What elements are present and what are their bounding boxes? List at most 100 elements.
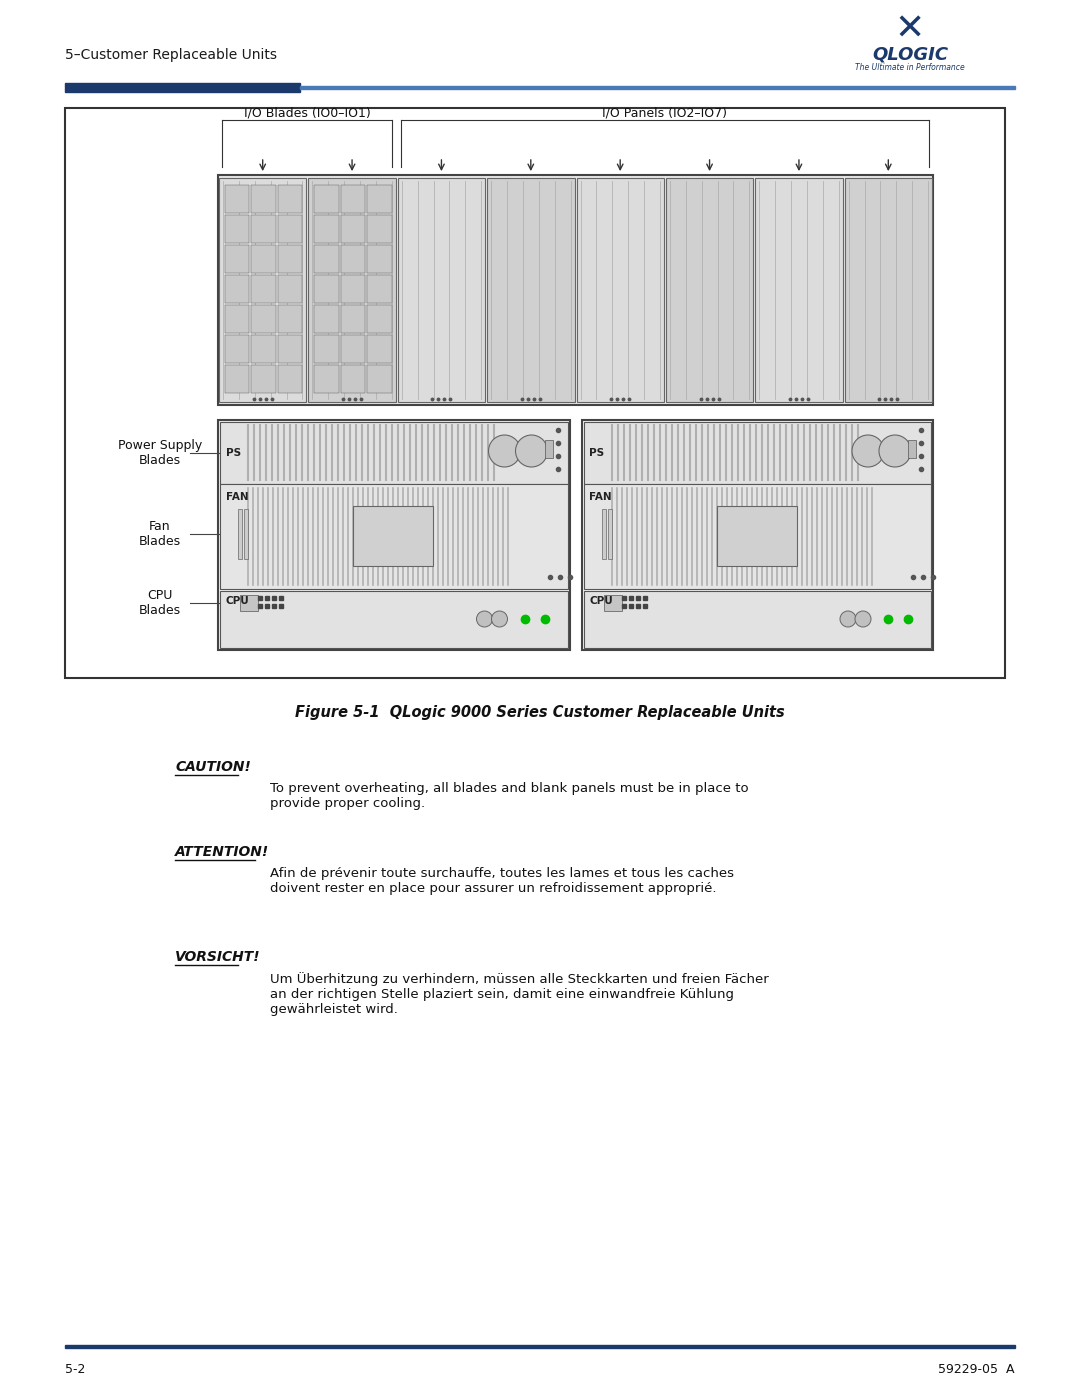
Bar [341,305,365,332]
Circle shape [879,434,912,467]
Bar [240,595,258,610]
Bar [583,422,931,483]
Bar [581,420,933,650]
Circle shape [491,610,508,627]
Bar [666,177,753,402]
Bar [219,177,307,402]
Text: 59229-05  A: 59229-05 A [939,1363,1015,1376]
Text: QLOGIC: QLOGIC [872,46,948,64]
Circle shape [855,610,870,627]
Bar [755,177,842,402]
Bar [341,335,365,363]
Bar [300,87,1015,89]
Text: Figure 5-1  QLogic 9000 Series Customer Replaceable Units: Figure 5-1 QLogic 9000 Series Customer R… [295,705,785,719]
Text: To prevent overheating, all blades and blank panels must be in place to
provide : To prevent overheating, all blades and b… [270,782,748,810]
Text: CPU
Blades: CPU Blades [139,590,181,617]
Text: VORSICHT!: VORSICHT! [175,950,260,964]
Bar [314,335,339,363]
Text: Fan
Blades: Fan Blades [139,520,181,548]
Bar [353,506,433,566]
Bar [220,483,567,590]
Text: FAN: FAN [226,492,248,502]
Bar [845,177,932,402]
Text: CPU: CPU [590,597,613,606]
Bar [607,509,611,559]
Bar [908,440,916,458]
Bar [278,244,302,272]
Text: Afin de prévenir toute surchauffe, toutes les lames et tous les caches
doivent r: Afin de prévenir toute surchauffe, toute… [270,868,734,895]
Bar [220,422,567,483]
Bar [314,275,339,303]
Text: 5-2: 5-2 [65,1363,85,1376]
Bar [238,509,242,559]
Circle shape [840,610,856,627]
Bar [278,275,302,303]
Bar [225,184,249,212]
Bar [225,365,249,393]
Bar [252,275,275,303]
Text: CAUTION!: CAUTION! [175,760,251,774]
Text: Um Überhitzung zu verhindern, müssen alle Steckkarten und freien Fächer
an der r: Um Überhitzung zu verhindern, müssen all… [270,972,769,1016]
Bar [278,335,302,363]
Bar [583,591,931,648]
Circle shape [515,434,548,467]
Bar [367,365,392,393]
Bar [252,184,275,212]
Text: CPU: CPU [226,597,249,606]
Bar [225,275,249,303]
Bar [309,177,395,402]
Text: PS: PS [226,448,241,458]
Bar [65,1345,1015,1348]
Bar [716,506,797,566]
Text: I/O Panels (IO2–IO7): I/O Panels (IO2–IO7) [603,108,727,120]
Bar [367,335,392,363]
Text: Power Supply
Blades: Power Supply Blades [118,439,202,467]
Bar [244,509,248,559]
Bar [341,184,365,212]
Bar [225,215,249,243]
Bar [278,184,302,212]
Bar [544,440,553,458]
Bar [341,365,365,393]
Bar [341,275,365,303]
Bar [577,177,664,402]
Bar [367,244,392,272]
Bar [314,184,339,212]
Bar [367,275,392,303]
Bar [220,591,567,648]
Bar [252,335,275,363]
Bar [65,108,1005,678]
Bar [314,215,339,243]
Bar [314,244,339,272]
Text: 5–Customer Replaceable Units: 5–Customer Replaceable Units [65,47,276,61]
Bar [487,177,575,402]
Bar [367,305,392,332]
Bar [341,244,365,272]
Circle shape [476,610,492,627]
Bar [314,365,339,393]
Text: FAN: FAN [590,492,612,502]
Circle shape [488,434,521,467]
Bar [367,215,392,243]
Bar [225,335,249,363]
Bar [225,244,249,272]
Bar [314,305,339,332]
Text: ✕: ✕ [895,13,926,47]
Bar [341,215,365,243]
Bar [65,82,300,92]
Bar [252,365,275,393]
Bar [278,215,302,243]
Text: PS: PS [590,448,605,458]
Bar [583,483,931,590]
Bar [218,420,569,650]
Bar [278,365,302,393]
Bar [252,305,275,332]
Bar [604,595,621,610]
Bar [225,305,249,332]
Text: ATTENTION!: ATTENTION! [175,845,269,859]
Bar [252,244,275,272]
Bar [367,184,392,212]
Circle shape [852,434,885,467]
Bar [218,175,933,405]
Bar [397,177,485,402]
